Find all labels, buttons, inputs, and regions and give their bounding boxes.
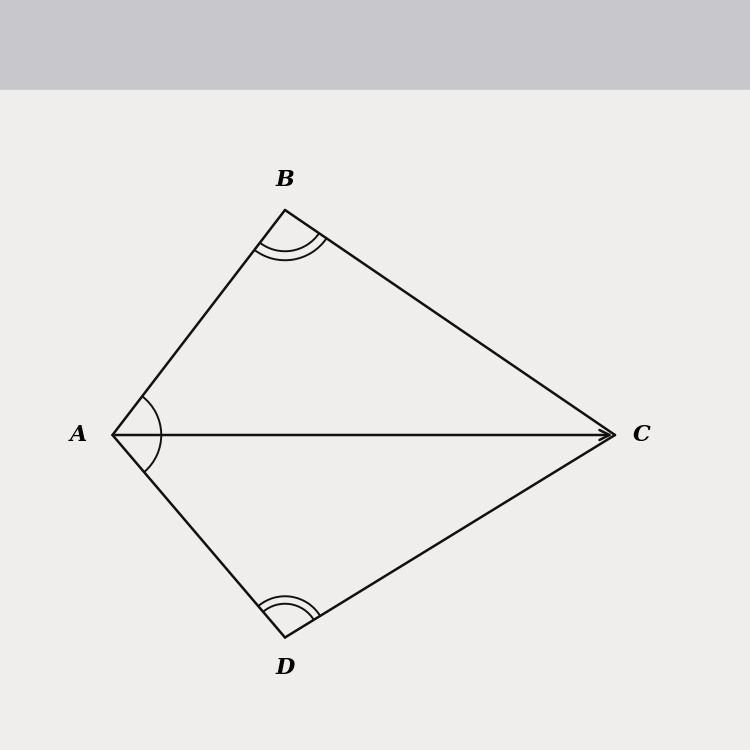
Bar [0,90,750,750]
Text: C: C [632,424,650,446]
Text: B: B [276,169,294,191]
Text: A: A [70,424,87,446]
Bar [0,0,750,90]
Text: D: D [275,656,295,679]
